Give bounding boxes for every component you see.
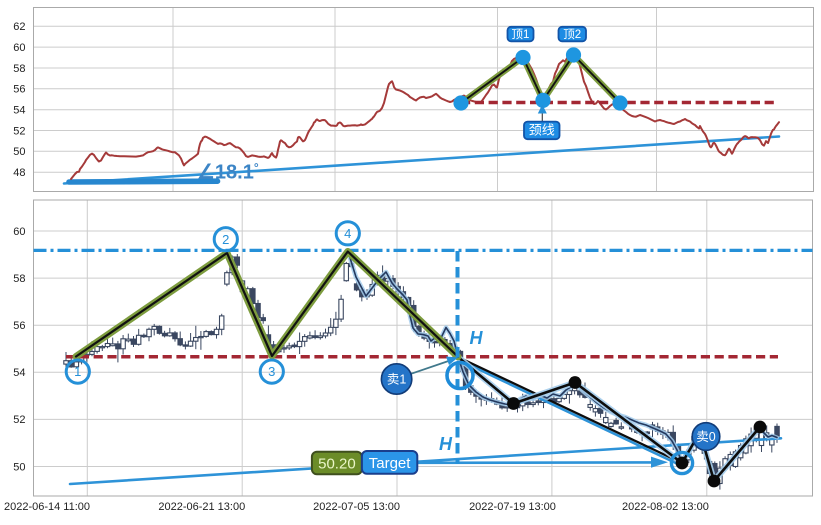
svg-text:58: 58 bbox=[13, 63, 25, 75]
svg-text:2022-06-21 13:00: 2022-06-21 13:00 bbox=[158, 501, 245, 513]
svg-text:2022-08-02 13:00: 2022-08-02 13:00 bbox=[622, 501, 709, 513]
svg-text:2022-06-14 11:00: 2022-06-14 11:00 bbox=[4, 501, 90, 513]
svg-text:56: 56 bbox=[13, 320, 25, 332]
svg-text:50: 50 bbox=[13, 461, 25, 473]
svg-text:Target: Target bbox=[369, 455, 412, 472]
svg-text:顶1: 顶1 bbox=[512, 28, 530, 41]
svg-text:62: 62 bbox=[13, 21, 25, 33]
svg-text:卖1: 卖1 bbox=[387, 372, 407, 386]
svg-text:2022-07-19 13:00: 2022-07-19 13:00 bbox=[469, 501, 556, 513]
svg-text:3: 3 bbox=[268, 364, 275, 379]
svg-text:60: 60 bbox=[13, 226, 25, 238]
svg-text:颈线: 颈线 bbox=[529, 123, 555, 138]
svg-text:H: H bbox=[470, 328, 484, 348]
svg-text:卖0: 卖0 bbox=[696, 430, 716, 444]
svg-text:52: 52 bbox=[13, 125, 25, 137]
svg-text:2: 2 bbox=[222, 232, 229, 247]
svg-text:58: 58 bbox=[13, 273, 25, 285]
svg-text:1: 1 bbox=[74, 364, 81, 379]
svg-text:56: 56 bbox=[13, 84, 25, 96]
svg-text:2022-07-05 13:00: 2022-07-05 13:00 bbox=[313, 501, 400, 513]
svg-text:54: 54 bbox=[13, 105, 25, 117]
svg-text:52: 52 bbox=[13, 414, 25, 426]
svg-text:48: 48 bbox=[13, 167, 25, 179]
svg-text:4: 4 bbox=[344, 226, 351, 241]
svg-text:50: 50 bbox=[13, 146, 25, 158]
svg-text:60: 60 bbox=[13, 42, 25, 54]
svg-text:54: 54 bbox=[13, 367, 25, 379]
svg-text:∠18.1°: ∠18.1° bbox=[197, 161, 259, 184]
svg-text:H: H bbox=[439, 434, 453, 454]
svg-text:顶2: 顶2 bbox=[563, 28, 581, 41]
svg-text:50.20: 50.20 bbox=[318, 456, 356, 473]
